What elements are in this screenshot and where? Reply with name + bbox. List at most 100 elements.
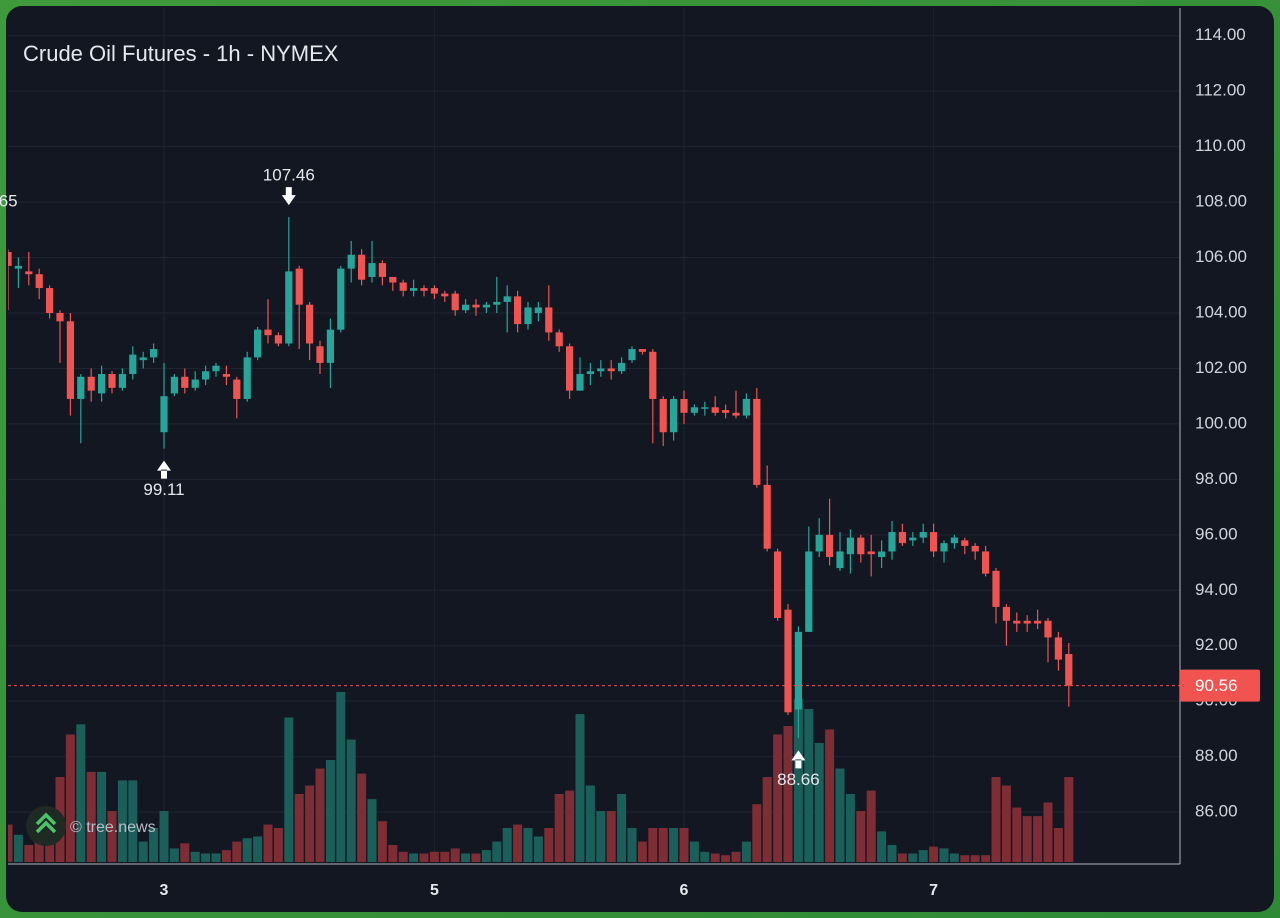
volume-bar	[929, 846, 939, 862]
volume-bar	[669, 828, 679, 862]
x-tick-label: 5	[430, 882, 439, 899]
candle-body	[430, 288, 438, 294]
candle-body	[711, 407, 719, 413]
volume-bar	[887, 845, 897, 862]
candle-body	[722, 410, 730, 413]
candle-body	[118, 374, 126, 388]
volume-bar	[523, 828, 533, 862]
volume-bar	[970, 855, 980, 862]
volume-bar	[24, 845, 34, 862]
volume-bar	[305, 785, 315, 862]
candle-body	[66, 321, 74, 399]
volume-bar	[700, 851, 710, 862]
y-tick-label: 98.00	[1195, 469, 1238, 488]
candle-body	[742, 398, 750, 416]
volume-bar	[991, 777, 1001, 862]
volume-bar	[97, 771, 107, 862]
candle-body	[774, 551, 782, 618]
candle-body	[784, 609, 792, 713]
y-tick-label: 102.00	[1195, 358, 1247, 377]
volume-bar	[762, 777, 772, 862]
candle-body	[670, 398, 678, 433]
volume-bar	[544, 828, 554, 862]
volume-bar	[461, 853, 471, 862]
candle-body	[846, 537, 854, 555]
volume-bar	[409, 853, 419, 862]
candle-body	[451, 293, 459, 311]
candle-body	[586, 371, 594, 374]
edge-label: .65	[0, 191, 18, 210]
candle-body	[181, 376, 189, 388]
volume-bar	[856, 811, 866, 862]
candle-body	[368, 263, 376, 277]
candle-body	[493, 301, 501, 305]
candle-body	[815, 534, 823, 552]
volume-bar	[606, 811, 616, 862]
candle-body	[243, 357, 251, 399]
candle-body	[233, 379, 241, 399]
watermark: © tree.news	[70, 819, 156, 836]
volume-bar	[565, 790, 575, 862]
marker-arrow	[281, 187, 296, 206]
volume-bar	[939, 848, 949, 862]
candle-body	[274, 335, 282, 344]
volume-bar	[325, 760, 335, 862]
volume-bar	[263, 824, 273, 862]
y-tick-label: 106.00	[1195, 247, 1247, 266]
candle-body	[150, 349, 158, 358]
candle-body	[1065, 654, 1073, 686]
candle-body	[264, 329, 272, 336]
volume-bar	[242, 838, 252, 862]
volume-bar	[866, 790, 876, 862]
y-tick-label: 94.00	[1195, 580, 1238, 599]
volume-bar	[845, 794, 855, 862]
volume-bar	[617, 794, 627, 862]
y-tick-label: 104.00	[1195, 302, 1247, 321]
y-tick-label: 86.00	[1195, 802, 1238, 821]
volume-bar	[897, 853, 907, 862]
candle-body	[566, 346, 574, 391]
volume-bar	[315, 768, 325, 862]
volume-bar	[149, 828, 159, 862]
volume-bar	[658, 828, 668, 862]
candle-body	[649, 351, 657, 399]
candle-body	[160, 396, 168, 433]
volume-bar	[377, 821, 387, 862]
candle-body	[326, 329, 334, 363]
candle-body	[8, 252, 12, 266]
candle-body	[254, 329, 262, 358]
candle-body	[701, 407, 709, 409]
candle-body	[878, 551, 886, 557]
volume-bar	[492, 841, 502, 862]
candle-body	[316, 346, 324, 363]
axes: 86.0088.0090.0092.0094.0096.0098.00100.0…	[143, 25, 1260, 899]
candle-body	[982, 551, 990, 574]
candle-body	[87, 376, 95, 391]
candle-body	[805, 551, 813, 632]
candle-body	[35, 274, 43, 289]
volume-bar	[86, 771, 96, 862]
volume-bar	[107, 811, 117, 862]
candle-body	[545, 307, 553, 333]
y-tick-label: 108.00	[1195, 192, 1247, 211]
volume-bar	[34, 841, 44, 862]
candle-body	[482, 304, 490, 308]
volume-bar	[1001, 785, 1011, 862]
candle-body	[347, 254, 355, 269]
volume-bar	[1022, 816, 1032, 862]
candle-body	[420, 288, 428, 291]
volume-bar	[159, 811, 169, 862]
candle-body	[77, 376, 85, 399]
volume-bar	[211, 853, 221, 862]
volume-bar	[752, 804, 762, 862]
candle-body	[129, 354, 137, 374]
volume-bar	[648, 828, 658, 862]
volume-bar	[253, 836, 263, 862]
volume-bar	[689, 841, 699, 862]
volume-bar	[1033, 816, 1043, 862]
candle-body	[472, 304, 480, 308]
volume-bar	[138, 841, 148, 862]
marker-label: 107.46	[263, 166, 315, 185]
volume-bar	[679, 828, 689, 862]
